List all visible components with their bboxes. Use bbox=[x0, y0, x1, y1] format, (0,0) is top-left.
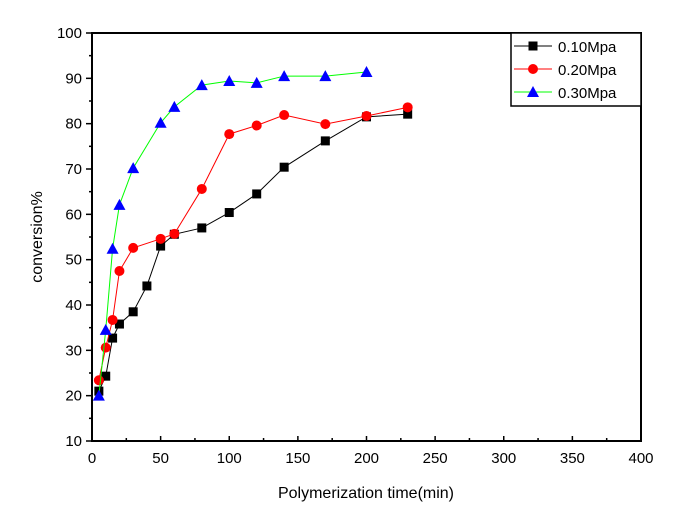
legend-marker bbox=[528, 41, 538, 51]
data-point bbox=[100, 342, 111, 353]
data-point bbox=[320, 119, 331, 130]
y-tick-label: 90 bbox=[65, 70, 82, 87]
data-point bbox=[224, 129, 235, 140]
series-line bbox=[98, 113, 408, 392]
data-point bbox=[195, 79, 208, 91]
x-tick-label: 300 bbox=[491, 450, 516, 467]
data-point bbox=[223, 75, 236, 87]
y-axis-title: conversion% bbox=[29, 191, 46, 283]
data-point bbox=[128, 242, 139, 253]
data-point bbox=[142, 281, 152, 291]
data-point bbox=[252, 189, 262, 199]
legend-marker bbox=[527, 86, 539, 97]
legend-label: 0.10Mpa bbox=[558, 39, 617, 56]
data-point bbox=[93, 375, 104, 386]
y-tick-label: 100 bbox=[57, 25, 82, 42]
data-point bbox=[402, 102, 413, 113]
data-point bbox=[127, 162, 140, 174]
data-point bbox=[278, 70, 291, 82]
data-point bbox=[155, 233, 166, 244]
data-point bbox=[99, 323, 112, 335]
series-030mpa bbox=[92, 65, 373, 401]
data-point bbox=[250, 76, 263, 88]
data-point bbox=[279, 162, 289, 172]
x-tick-label: 200 bbox=[354, 450, 379, 467]
legend-item: 0.30Mpa bbox=[514, 85, 617, 102]
data-point bbox=[106, 242, 119, 254]
data-point bbox=[168, 100, 181, 112]
data-point bbox=[114, 266, 125, 276]
data-point bbox=[101, 371, 111, 381]
data-point bbox=[319, 70, 332, 82]
data-point bbox=[108, 333, 118, 343]
data-point bbox=[197, 223, 207, 233]
data-point bbox=[92, 389, 105, 401]
data-point bbox=[279, 110, 290, 121]
data-point bbox=[403, 109, 413, 119]
x-axis: 0 50 100 150 200 250 300 350 400 bbox=[88, 436, 654, 467]
data-point bbox=[251, 120, 262, 131]
x-tick-label: 100 bbox=[217, 450, 242, 467]
y-tick-label: 80 bbox=[65, 116, 82, 133]
y-axis: 10 20 30 40 50 60 70 80 90 100 bbox=[57, 25, 92, 450]
y-tick-label: 70 bbox=[65, 161, 82, 178]
x-tick-label: 150 bbox=[285, 450, 310, 467]
data-point bbox=[196, 183, 207, 194]
series-020mpa bbox=[93, 102, 413, 386]
data-point bbox=[360, 65, 373, 77]
data-point bbox=[113, 198, 126, 210]
data-point bbox=[128, 307, 138, 317]
y-tick-label: 20 bbox=[65, 388, 82, 405]
legend: 0.10Mpa 0.20Mpa 0.30Mpa bbox=[510, 32, 642, 107]
series-line bbox=[98, 106, 408, 381]
data-point bbox=[156, 241, 166, 251]
y-tick-label: 30 bbox=[65, 342, 82, 359]
series-layer bbox=[92, 65, 413, 401]
y-tick-label: 60 bbox=[65, 206, 82, 223]
legend-item: 0.10Mpa bbox=[514, 39, 617, 56]
x-tick-label: 250 bbox=[423, 450, 448, 467]
data-point bbox=[107, 314, 118, 325]
data-point bbox=[224, 208, 234, 218]
legend-marker bbox=[528, 64, 538, 74]
x-tick-label: 350 bbox=[560, 450, 585, 467]
y-tick-label: 50 bbox=[65, 252, 82, 269]
data-point bbox=[154, 116, 167, 128]
data-point bbox=[320, 136, 330, 146]
data-point bbox=[114, 319, 124, 329]
legend-item: 0.20Mpa bbox=[514, 62, 617, 79]
x-tick-label: 400 bbox=[628, 450, 653, 467]
data-point bbox=[169, 228, 180, 239]
legend-label: 0.20Mpa bbox=[558, 62, 617, 79]
y-tick-label: 40 bbox=[65, 297, 82, 314]
x-tick-label: 50 bbox=[152, 450, 169, 467]
legend-label: 0.30Mpa bbox=[558, 85, 617, 102]
x-tick-label: 0 bbox=[88, 450, 96, 467]
data-point bbox=[361, 110, 372, 121]
y-tick-label: 10 bbox=[65, 433, 82, 450]
x-axis-title: Polymerization time(min) bbox=[278, 485, 454, 502]
